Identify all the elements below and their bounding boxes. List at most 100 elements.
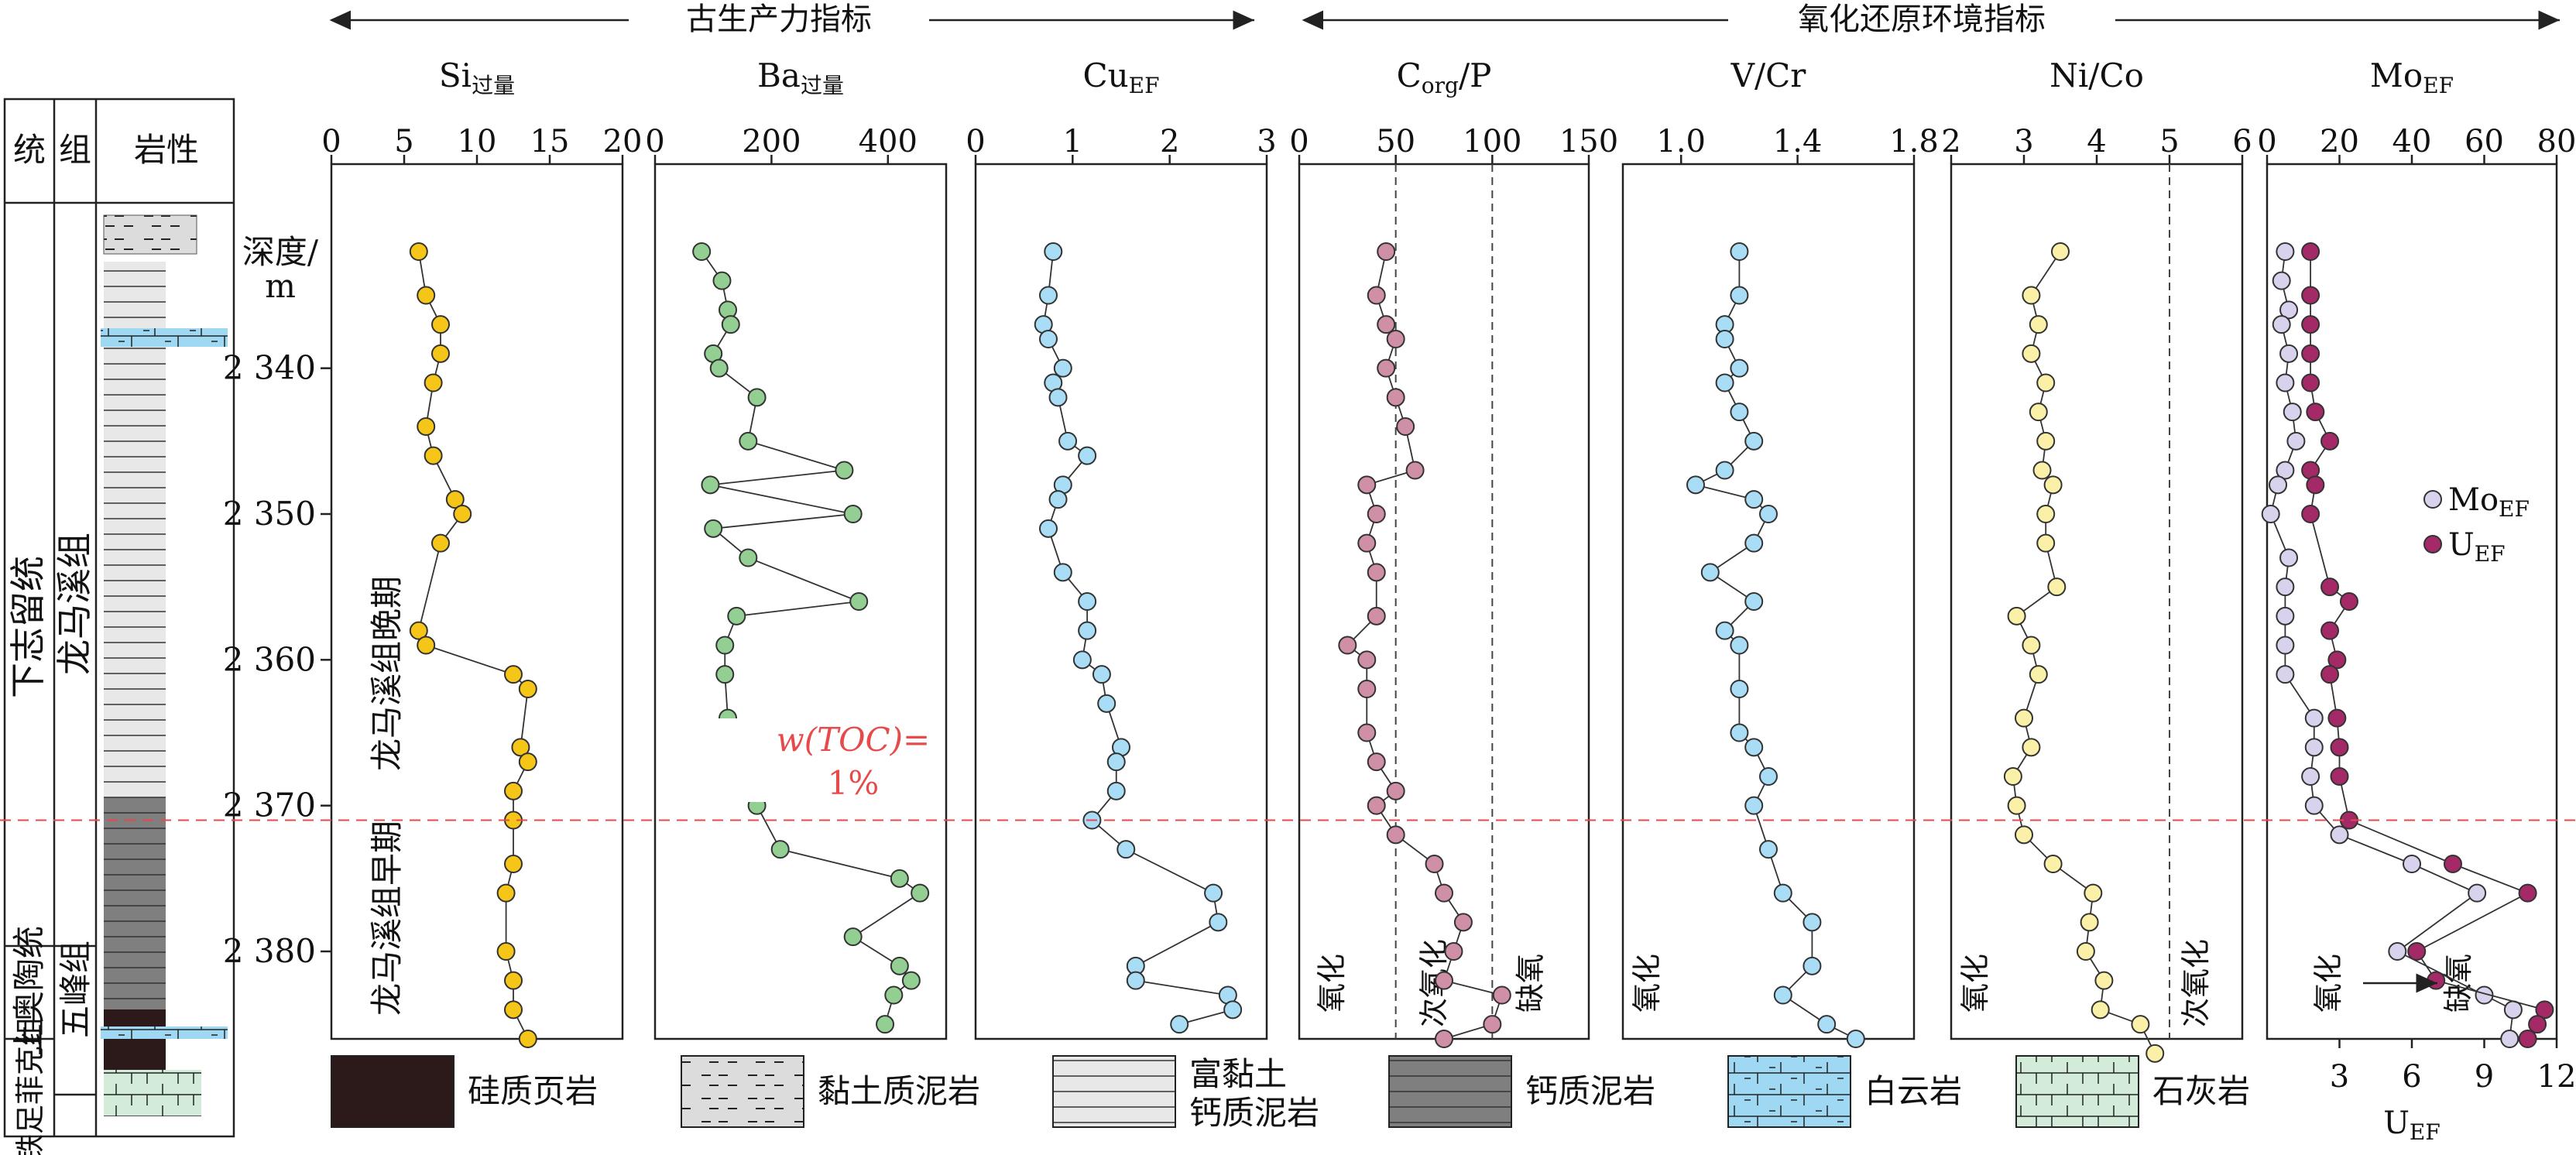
legend-swatch [2015,1055,2139,1128]
cu-point [1097,694,1116,713]
legend-marker [2423,490,2442,509]
cu-point [1053,563,1072,582]
si-point [496,883,516,903]
corg-point [1386,781,1405,800]
si-point [424,446,443,465]
mo-ef-point [2272,271,2291,290]
mo-ef-point [2276,665,2295,684]
ba-point [901,971,921,990]
corg-point [1367,752,1386,772]
u-ef-point [2320,578,2340,597]
zone-label: 氧化 [1958,954,1992,1013]
u-ef-point [2330,738,2349,757]
nico-point [2015,708,2033,728]
cu-point [1039,286,1058,305]
nico-point [2029,403,2048,422]
u-ef-point [2407,942,2427,961]
ba-point [715,636,735,655]
ba-point [709,358,729,378]
litho-calcareous-mudstone [104,797,166,1009]
header-redox-label: 氧化还原环境指标 [1798,2,2046,37]
depth-tick-label: 2 380 [223,932,316,970]
si-point [511,738,530,757]
legend-label: 白云岩 [1864,1072,1962,1110]
u-ef-point [2327,650,2347,670]
vcr-point [1730,680,1749,698]
u-ef-point [2301,286,2320,305]
formation-linxiang: 铁足菲克组 [13,1016,47,1155]
panel-title: Ba过量 [757,57,844,98]
vcr-point [1730,636,1749,655]
litho-clay-rich-calcareous-mudstone [104,262,166,797]
legend-item-calc-mudstone: 钙质泥岩 [1388,1055,1655,1128]
x-tick-label: 20 [2320,124,2359,159]
depth-tick-label: 2 340 [223,349,316,387]
ba-point [692,242,712,261]
depth-axis: 深度/ m 2 340 2 350 2 360 2 370 2 380 [223,233,331,970]
x-tick-label-bottom: 12 [2537,1059,2576,1095]
mo-ef-point [2330,825,2349,845]
nico-point [2022,286,2041,305]
x-tick-label-bottom: 9 [2475,1059,2494,1095]
vcr-point [1744,533,1764,553]
corg-point [1435,883,1453,903]
corg-point [1377,315,1396,334]
nico-point [2007,606,2026,625]
vcr-point [1730,242,1749,261]
cu-point [1078,592,1097,611]
cu-point [1078,446,1097,465]
cu-point [1039,519,1058,538]
si-point [431,533,450,553]
legend-item-clay-mudstone: 黏土质泥岩 [681,1055,980,1128]
nico-point [2022,738,2041,757]
cu-point [1209,913,1228,932]
nico-point [2015,825,2033,845]
corg-point [1357,533,1377,553]
system-upper-ordovician: 上奥陶统 [10,926,48,1056]
nico-point [2076,942,2095,961]
legend-marker [2423,535,2442,554]
u-ef-point [2518,883,2537,903]
mo-ef-point [2403,855,2421,873]
x-tick-label: 0 [2257,124,2276,159]
legend-label: MoEF [2448,482,2530,522]
x-tick-label: 5 [2159,124,2179,159]
legend-item-limestone: 石灰岩 [2015,1055,2250,1128]
u-ef-line [2310,252,2546,1040]
nico-point [2036,533,2056,553]
stage-label-early: 龙马溪组早期 [368,821,406,1016]
u-ef-point [2301,315,2320,334]
depth-axis-title-2: m [265,267,296,305]
panel-nico: Ni/Co 2 3 4 5 6 氧化 次氧化 [1941,57,2252,1063]
vcr-point [1759,505,1778,523]
ba-point [701,475,720,495]
si-point [431,344,450,363]
vcr-point [1730,403,1749,422]
x-tick-label: 3 [1257,124,1276,159]
cu-point [1223,1000,1243,1020]
header-productivity: 古生产力指标 [329,2,1254,37]
u-ef-point [2443,855,2462,873]
vcr-point [1715,461,1734,480]
cu-point [1058,431,1078,451]
mo-ef-point [2276,373,2295,392]
vcr-point [1730,286,1749,305]
x-tick-label: 4 [2087,124,2106,159]
x-tick-label: 2 [1941,124,1960,159]
mo-ef-point [2276,606,2295,625]
vcr-point [1686,475,1705,495]
mo-ef-point [2276,636,2295,655]
x-tick-label-bottom: 6 [2402,1059,2421,1095]
u-ef-point [2320,621,2340,640]
x-tick-label: 5 [394,124,413,159]
nico-line [2012,251,2156,1054]
x-tick-label: 6 [2232,124,2252,159]
ba-point [704,519,723,538]
vcr-point [1773,883,1792,903]
vcr-point [1759,767,1778,786]
panel-title: CuEF [1082,57,1159,98]
u-ef-point [2535,1000,2554,1020]
corg-line [1346,251,1503,1040]
nico-point [2036,431,2056,451]
